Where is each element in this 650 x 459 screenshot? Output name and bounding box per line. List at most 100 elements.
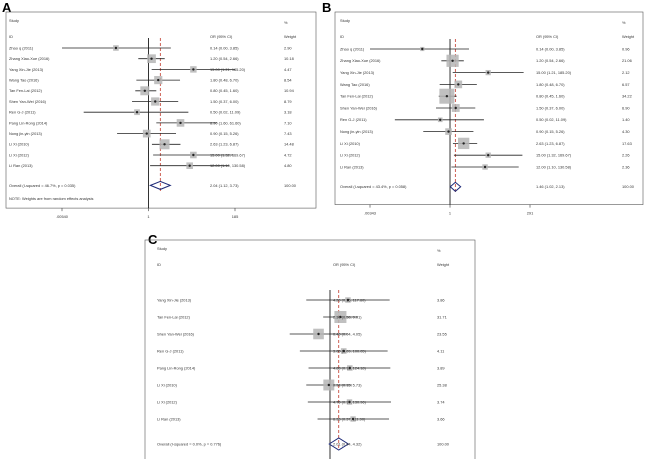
header-weight: Weight [284, 34, 297, 39]
header-id: ID [9, 34, 13, 39]
weight-value: 2.26 [622, 153, 630, 158]
forest-plot-b: Study ID OR (95% CI)% Weight Zhao q (2011) 0.… [334, 11, 644, 216]
or-ci-value: 6.33 (0.37, 111.90) [333, 416, 366, 421]
or-ci-value: 1.20 (0.54, 2.66) [536, 58, 565, 63]
point-estimate [150, 57, 153, 60]
overall-weight: 100.00 [437, 441, 450, 446]
weight-value: 3.18 [284, 110, 292, 115]
or-ci-value: 1.80 (0.48, 6.70) [210, 77, 239, 82]
weight-value: 3.86 [437, 297, 445, 302]
point-estimate [135, 111, 139, 114]
study-label: Tan Fen-Lai (2012) [340, 94, 374, 99]
or-ci-value: 15.00 (1.21, 185.20) [210, 67, 246, 72]
weight-value: 8.54 [284, 77, 292, 82]
study-label: Ren G-J (2011) [157, 348, 184, 353]
header-id: ID [157, 262, 161, 267]
overall-diamond [449, 181, 462, 192]
overall-diamond [149, 180, 172, 190]
weight-value: 6.90 [622, 105, 630, 110]
header-study: Study [9, 18, 19, 23]
study-label: Li Ran (2013) [9, 163, 33, 168]
overall-label: Overall (I-squared = 46.7%, p = 0.035) [9, 183, 76, 188]
point-estimate [114, 46, 118, 50]
axis-tick-label: 291 [527, 211, 534, 216]
header-percent: % [284, 20, 288, 25]
point-estimate [445, 95, 449, 98]
overall-label: Overall (I-squared = 0.0%, p = 0.776) [157, 441, 222, 446]
panel-label-c: C [148, 232, 158, 247]
or-ci-value: 1.80 (0.48, 6.70) [536, 82, 565, 87]
or-ci-value: 0.90 (0.15, 5.26) [210, 131, 239, 136]
weight-value: 6.57 [622, 82, 630, 87]
or-ci-value: 0.50 (0.02, 11.09) [536, 117, 567, 122]
point-estimate [143, 89, 147, 93]
plot-frame [334, 11, 644, 205]
study-label: Li Xi (2010) [157, 382, 178, 387]
weight-value: 10.94 [284, 88, 295, 93]
panel-label-b: B [322, 0, 332, 15]
or-ci-value: 15.00 (1.32, 169.67) [210, 152, 246, 157]
header-study: Study [157, 246, 167, 251]
header-study: Study [340, 18, 350, 23]
or-ci-value: 0.50 (0.02, 11.09) [210, 110, 241, 115]
header-id: ID [340, 34, 344, 39]
overall-or-ci: 1.46 (1.02, 2.13) [536, 184, 565, 189]
weight-value: 4.11 [437, 348, 444, 353]
axis-tick-label: .00540 [56, 214, 69, 219]
weight-value: 2.36 [622, 164, 630, 169]
study-label: Shen Yan-Wei (2016) [157, 331, 195, 336]
study-label: Li Ran (2013) [157, 416, 181, 421]
weight-value: 17.63 [622, 141, 632, 146]
or-ci-value: 12.00 (1.10, 130.58) [536, 164, 572, 169]
weight-value: 7.10 [284, 120, 292, 125]
overall-label: Overall (I-squared = 43.4%, p = 0.058) [340, 184, 407, 189]
study-label: Tan Fen-Lai (2012) [9, 88, 43, 93]
header-weight: Weight [622, 34, 635, 39]
weight-value: 8.79 [284, 99, 292, 104]
or-ci-value: 0.80 (0.45, 1.60) [536, 94, 565, 99]
study-label: Tan Fen-Lai (2012) [157, 314, 191, 319]
or-ci-value: 15.00 (1.32, 169.67) [536, 153, 572, 158]
point-estimate [483, 165, 487, 169]
overall-or-ci: 2.04 (1.12, 3.73) [210, 183, 239, 188]
header-or: OR (95% CI) [210, 34, 233, 39]
point-estimate [327, 383, 331, 387]
study-label: Wang Tao (2016) [340, 82, 370, 87]
study-label: Shen Yan-Wei (2016) [9, 99, 47, 104]
or-ci-value: 2.63 (1.23, 6.87) [210, 142, 239, 147]
study-label: Li Xi (2012) [157, 399, 178, 404]
study-label: Yang Xin-Jie (2013) [157, 297, 192, 302]
overall-weight: 100.00 [622, 184, 635, 189]
weight-value: 23.55 [437, 331, 447, 336]
weight-value: 14.48 [284, 142, 294, 147]
point-estimate [339, 315, 342, 319]
point-estimate [486, 71, 490, 74]
study-label: Li Xi (2012) [340, 153, 361, 158]
or-ci-value: 4.75 (0.17, 130.96) [333, 399, 367, 404]
footnote: NOTE: Weights are from random effects an… [9, 196, 93, 201]
or-ci-value: 2.63 (1.23, 6.87) [536, 141, 565, 146]
point-estimate [439, 118, 442, 122]
point-estimate [457, 83, 460, 86]
overall-diamond [328, 437, 350, 451]
weight-value: 10.18 [284, 56, 294, 61]
point-estimate [348, 366, 352, 370]
header-or: OR (95% CI) [333, 262, 356, 267]
study-label: Ren G-J (2011) [9, 110, 36, 115]
plot-frame [5, 11, 317, 209]
or-ci-value: 0.14 (0.00, 3.85) [210, 45, 239, 50]
study-label: Li Xi (2010) [340, 141, 361, 146]
point-estimate [192, 153, 195, 157]
header-or: OR (95% CI) [536, 34, 559, 39]
weight-value: 3.74 [437, 399, 445, 404]
or-ci-value: 1.20 (0.54, 2.66) [210, 56, 239, 61]
or-ci-value: 0.90 (0.15, 5.26) [536, 129, 565, 134]
forest-plot-c: Study ID OR (95% CI)% Weight Yang Xin-Jie (2… [144, 239, 476, 459]
weight-value: 21.06 [622, 58, 632, 63]
point-estimate [188, 164, 191, 167]
study-label: Nong jin-yin (2013) [340, 129, 374, 134]
study-label: Li Xi (2012) [9, 152, 30, 157]
point-estimate [154, 100, 157, 103]
point-estimate [192, 68, 195, 71]
study-label: Pang Lin-Rong (2014) [9, 120, 48, 125]
